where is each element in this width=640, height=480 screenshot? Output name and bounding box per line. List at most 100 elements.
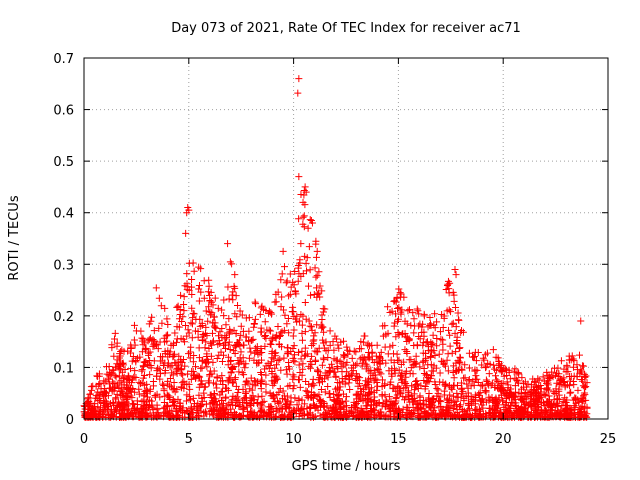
data-point — [427, 320, 435, 328]
data-points — [80, 75, 591, 421]
data-point — [215, 337, 223, 345]
data-point — [173, 323, 181, 331]
data-point — [119, 388, 127, 396]
data-point — [278, 293, 286, 301]
data-point — [179, 371, 187, 379]
data-point — [102, 363, 110, 371]
data-point — [245, 314, 253, 322]
data-point — [413, 305, 421, 313]
data-point — [205, 282, 213, 290]
data-point — [313, 272, 321, 280]
data-point — [133, 401, 141, 409]
data-point — [460, 394, 468, 402]
data-point — [272, 372, 280, 380]
data-point — [573, 361, 581, 369]
data-point — [128, 357, 136, 365]
data-point — [545, 396, 553, 404]
data-point — [308, 360, 316, 368]
data-point — [131, 388, 139, 396]
data-point — [565, 356, 573, 364]
data-point — [443, 356, 451, 364]
data-point — [504, 406, 512, 414]
data-point — [408, 382, 416, 390]
data-point — [171, 388, 179, 396]
data-point — [173, 338, 181, 346]
data-point — [539, 373, 547, 381]
data-point — [395, 303, 403, 311]
data-point — [237, 348, 245, 356]
data-point — [281, 263, 289, 271]
data-point — [455, 345, 463, 353]
data-point — [441, 362, 449, 370]
data-point — [454, 309, 462, 317]
data-point — [129, 384, 137, 392]
data-point — [117, 377, 125, 385]
data-point — [307, 364, 315, 372]
data-point — [183, 286, 191, 294]
data-point — [164, 353, 172, 361]
data-point — [452, 367, 460, 375]
data-point — [147, 317, 155, 325]
data-point — [540, 413, 548, 421]
data-point — [510, 368, 518, 376]
data-point — [225, 330, 233, 338]
data-point — [123, 381, 131, 389]
data-point — [376, 368, 384, 376]
data-point — [484, 359, 492, 367]
data-point — [305, 392, 313, 400]
data-point — [228, 291, 236, 299]
data-point — [209, 338, 217, 346]
data-point — [436, 393, 444, 401]
data-point — [339, 378, 347, 386]
data-point — [304, 394, 312, 402]
data-point — [159, 380, 167, 388]
data-point — [368, 341, 376, 349]
data-point — [437, 402, 445, 410]
data-point — [291, 358, 299, 366]
data-point — [209, 358, 217, 366]
data-point — [301, 400, 309, 408]
data-point — [453, 381, 461, 389]
data-point — [409, 309, 417, 317]
y-tick-label: 0.7 — [53, 52, 74, 67]
data-point — [156, 357, 164, 365]
data-point — [258, 328, 266, 336]
data-point — [200, 332, 208, 340]
data-point — [226, 357, 234, 365]
data-point — [254, 412, 262, 420]
data-point — [206, 367, 214, 375]
data-point — [197, 377, 205, 385]
data-point — [531, 378, 539, 386]
data-point — [411, 386, 419, 394]
data-point — [258, 392, 266, 400]
data-point — [482, 388, 490, 396]
data-point — [402, 373, 410, 381]
data-point — [349, 408, 357, 416]
data-point — [512, 376, 520, 384]
data-point — [294, 405, 302, 413]
data-point — [569, 396, 577, 404]
data-point — [398, 330, 406, 338]
data-point — [500, 372, 508, 380]
data-point — [139, 341, 147, 349]
data-point — [268, 368, 276, 376]
data-point — [216, 328, 224, 336]
data-point — [225, 295, 233, 303]
data-point — [381, 322, 389, 330]
data-point — [260, 397, 268, 405]
data-point — [269, 394, 277, 402]
data-point — [357, 345, 365, 353]
x-tick-label: 25 — [600, 432, 617, 447]
data-point — [326, 341, 334, 349]
data-point — [124, 372, 132, 380]
data-point — [247, 408, 255, 416]
data-point — [479, 354, 487, 362]
data-point — [535, 376, 543, 384]
data-point — [290, 382, 298, 390]
data-point — [232, 292, 240, 300]
data-point — [376, 352, 384, 360]
data-point — [247, 402, 255, 410]
data-point — [565, 373, 573, 381]
data-point — [113, 390, 121, 398]
data-point — [539, 399, 547, 407]
